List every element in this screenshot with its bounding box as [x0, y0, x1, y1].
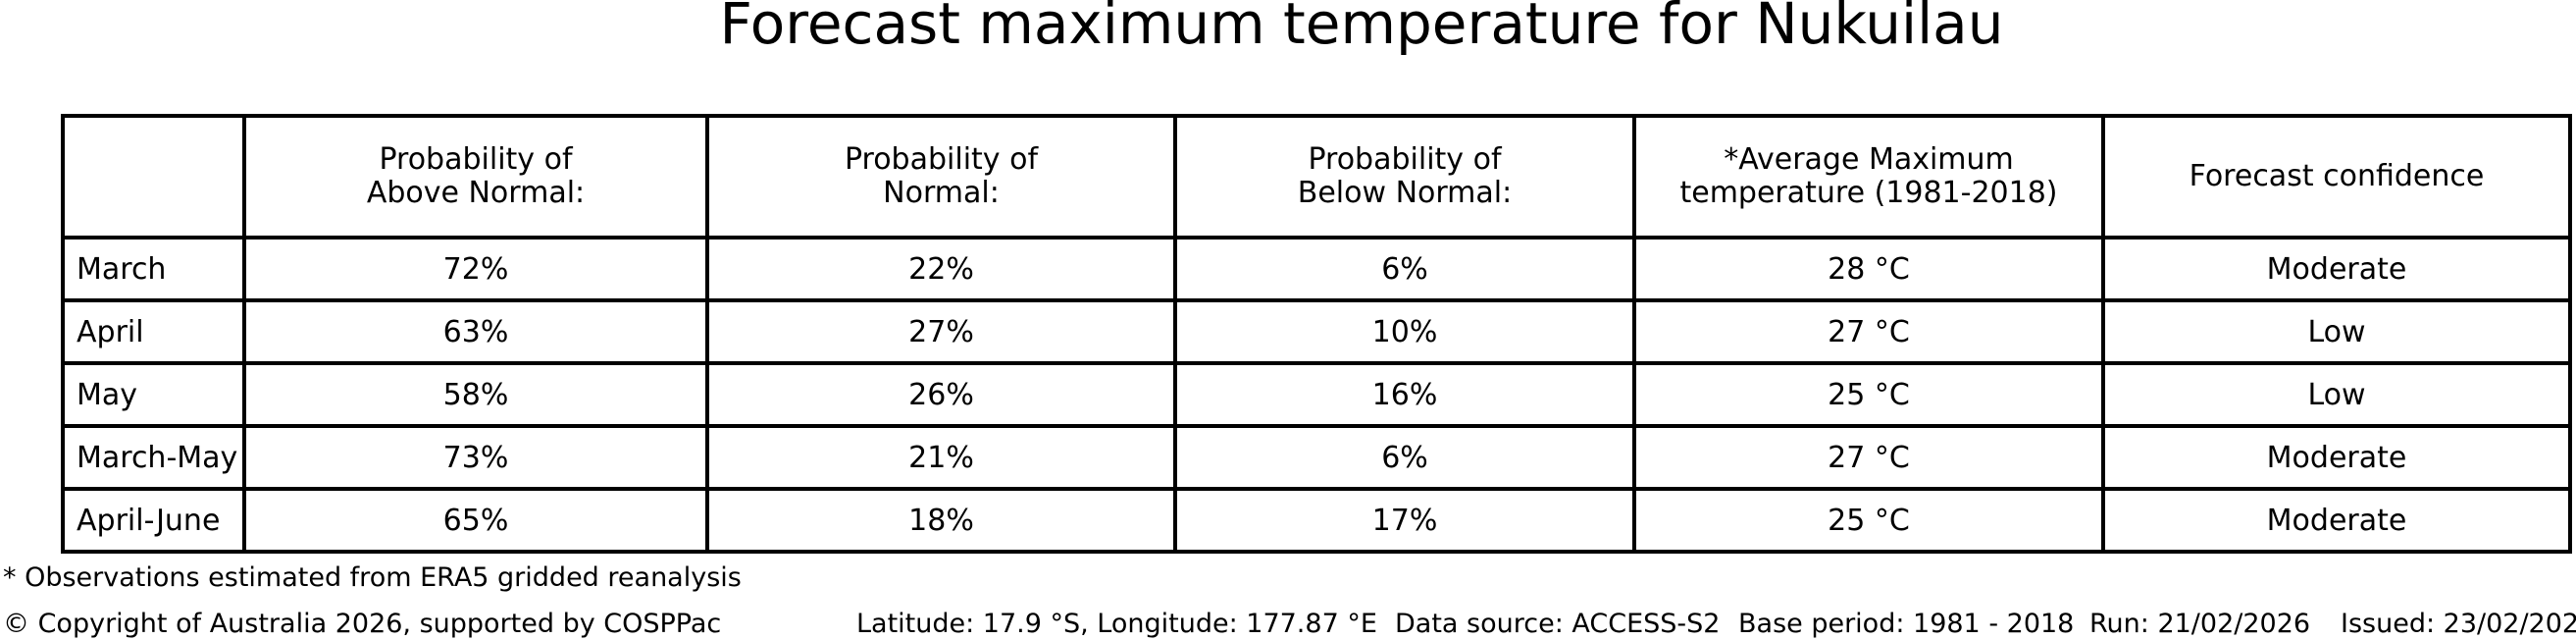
cell-march-may-normal: 21%: [705, 424, 1177, 491]
column-header-normal: Probability of Normal:: [705, 114, 1177, 240]
cell-march-may-confidence: Moderate: [2101, 424, 2572, 491]
base-period-text: Base period: 1981 - 2018: [1738, 609, 2075, 639]
cell-march-above-normal: 72%: [242, 236, 709, 302]
column-header-average-max-temperature: *Average Maximum temperature (1981-2018): [1632, 114, 2105, 240]
latitude-longitude-text: Latitude: 17.9 °S, Longitude: 177.87 °E: [856, 609, 1377, 639]
forecast-table: Probability of Above Normal: Probability…: [61, 114, 2572, 554]
cell-april-average-max: 27 °C: [1632, 298, 2105, 365]
table-row-may: May 58% 26% 16% 25 °C Low: [61, 361, 2572, 428]
cell-april-normal: 27%: [705, 298, 1177, 365]
cell-april-above-normal: 63%: [242, 298, 709, 365]
data-source-text: Data source: ACCESS-S2: [1395, 609, 1721, 639]
run-date-text: Run: 21/02/2026: [2089, 609, 2311, 639]
table-row-april: April 63% 27% 10% 27 °C Low: [61, 298, 2572, 365]
column-header-above-normal: Probability of Above Normal:: [242, 114, 709, 240]
cell-may-average-max: 25 °C: [1632, 361, 2105, 428]
observations-footnote: * Observations estimated from ERA5 gridd…: [3, 562, 742, 593]
column-header-below-normal: Probability of Below Normal:: [1173, 114, 1636, 240]
cell-march-normal: 22%: [705, 236, 1177, 302]
copyright-text: © Copyright of Australia 2026, supported…: [3, 609, 722, 639]
cell-march-may-below-normal: 6%: [1173, 424, 1636, 491]
cell-march-may-above-normal: 73%: [242, 424, 709, 491]
row-label-march: March: [61, 236, 246, 302]
cell-april-june-above-normal: 65%: [242, 487, 709, 554]
row-label-may: May: [61, 361, 246, 428]
cell-may-confidence: Low: [2101, 361, 2572, 428]
row-label-april: April: [61, 298, 246, 365]
cell-march-below-normal: 6%: [1173, 236, 1636, 302]
cell-april-june-below-normal: 17%: [1173, 487, 1636, 554]
cell-april-june-normal: 18%: [705, 487, 1177, 554]
table-header-row: Probability of Above Normal: Probability…: [61, 114, 2572, 240]
table-row-april-june: April-June 65% 18% 17% 25 °C Moderate: [61, 487, 2572, 554]
table-corner-cell: [61, 114, 246, 240]
row-label-april-june: April-June: [61, 487, 246, 554]
table-row-march: March 72% 22% 6% 28 °C Moderate: [61, 236, 2572, 302]
cell-april-confidence: Low: [2101, 298, 2572, 365]
cell-april-june-average-max: 25 °C: [1632, 487, 2105, 554]
column-header-forecast-confidence: Forecast confidence: [2101, 114, 2572, 240]
row-label-march-may: March-May: [61, 424, 246, 491]
cell-april-below-normal: 10%: [1173, 298, 1636, 365]
cell-march-may-average-max: 27 °C: [1632, 424, 2105, 491]
cell-may-above-normal: 58%: [242, 361, 709, 428]
table-row-march-may: March-May 73% 21% 6% 27 °C Moderate: [61, 424, 2572, 491]
issued-date-text: Issued: 23/02/2026: [2341, 609, 2576, 639]
cell-march-average-max: 28 °C: [1632, 236, 2105, 302]
cell-april-june-confidence: Moderate: [2101, 487, 2572, 554]
cell-may-below-normal: 16%: [1173, 361, 1636, 428]
cell-may-normal: 26%: [705, 361, 1177, 428]
cell-march-confidence: Moderate: [2101, 236, 2572, 302]
page-title: Forecast maximum temperature for Nukuila…: [719, 0, 2004, 57]
